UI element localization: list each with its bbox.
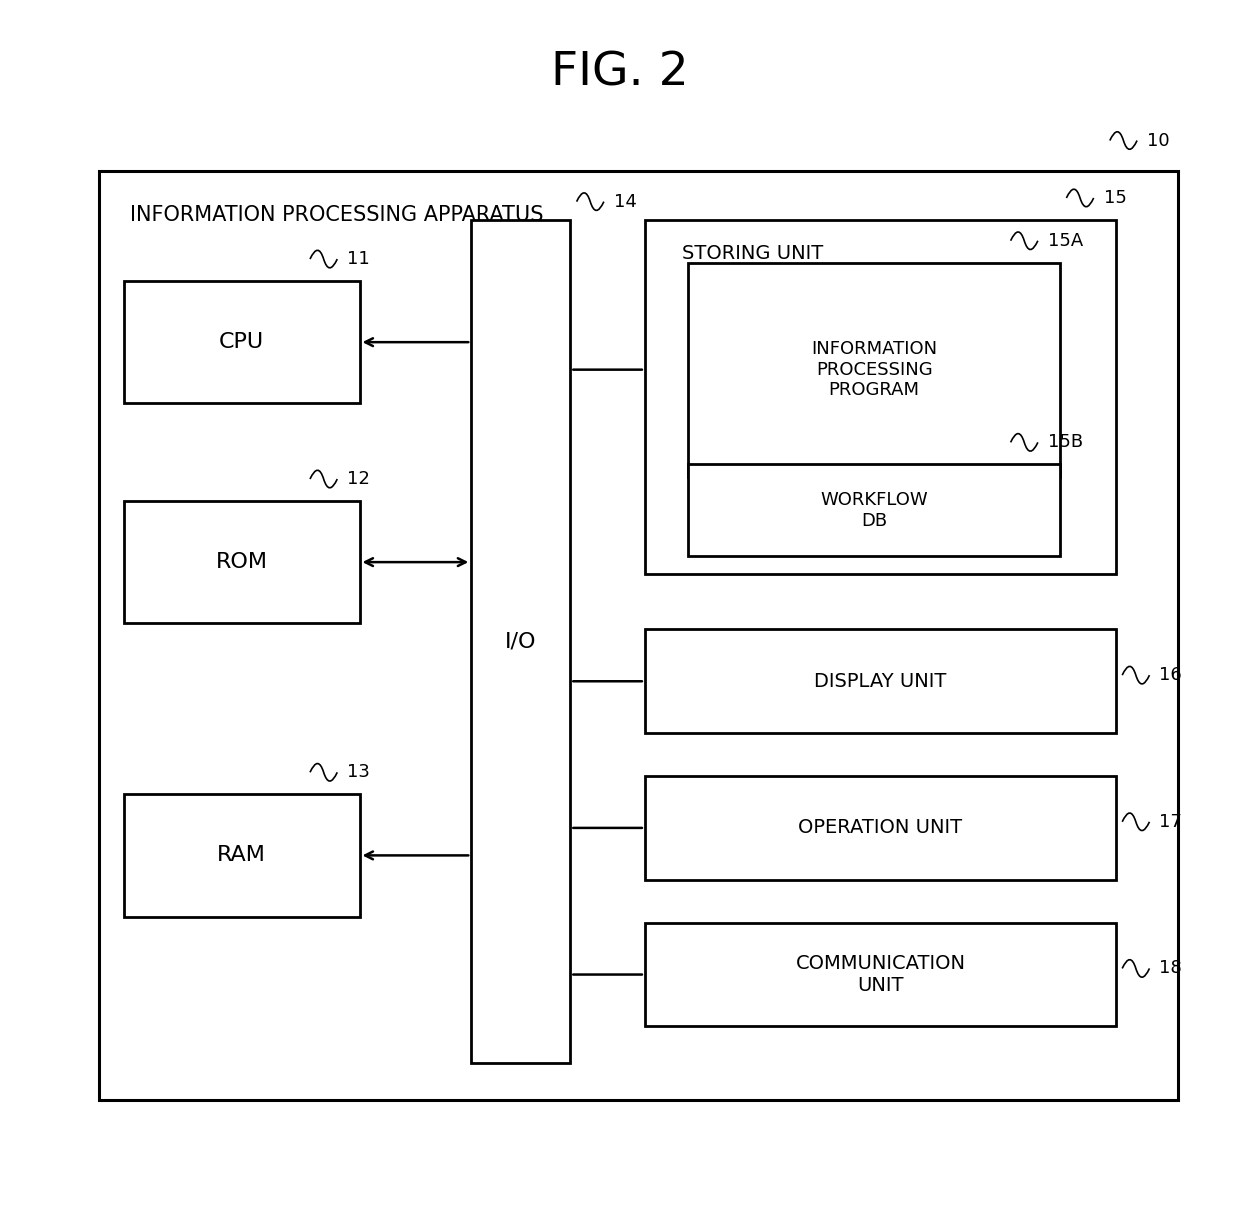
Bar — [645, 776, 1116, 880]
Bar — [99, 171, 1178, 1100]
Text: INFORMATION PROCESSING APPARATUS: INFORMATION PROCESSING APPARATUS — [130, 205, 543, 225]
Text: 12: 12 — [347, 470, 370, 488]
Text: DISPLAY UNIT: DISPLAY UNIT — [815, 672, 946, 690]
Bar — [645, 923, 1116, 1026]
Text: ROM: ROM — [216, 552, 268, 572]
Text: WORKFLOW
DB: WORKFLOW DB — [821, 491, 928, 529]
Bar — [645, 629, 1116, 733]
Bar — [471, 220, 570, 1063]
Text: INFORMATION
PROCESSING
PROGRAM: INFORMATION PROCESSING PROGRAM — [811, 340, 937, 400]
Bar — [688, 263, 1060, 477]
Text: 14: 14 — [614, 193, 636, 210]
Text: 15: 15 — [1104, 189, 1126, 207]
Text: 18: 18 — [1159, 959, 1182, 978]
Text: 10: 10 — [1147, 132, 1169, 149]
Text: OPERATION UNIT: OPERATION UNIT — [799, 819, 962, 837]
Bar — [688, 464, 1060, 556]
Text: 15A: 15A — [1048, 232, 1083, 249]
Text: 13: 13 — [347, 764, 370, 781]
Text: 15B: 15B — [1048, 434, 1083, 451]
Text: 17: 17 — [1159, 813, 1182, 831]
Bar — [124, 794, 360, 916]
Text: 11: 11 — [347, 251, 370, 268]
Text: RAM: RAM — [217, 846, 267, 865]
Bar — [124, 281, 360, 403]
Bar — [645, 220, 1116, 574]
Text: CPU: CPU — [219, 332, 264, 352]
Text: COMMUNICATION
UNIT: COMMUNICATION UNIT — [795, 954, 966, 995]
Text: STORING UNIT: STORING UNIT — [682, 244, 823, 264]
Bar — [124, 501, 360, 623]
Text: FIG. 2: FIG. 2 — [551, 51, 689, 95]
Text: I/O: I/O — [505, 632, 537, 651]
Text: 16: 16 — [1159, 666, 1182, 684]
